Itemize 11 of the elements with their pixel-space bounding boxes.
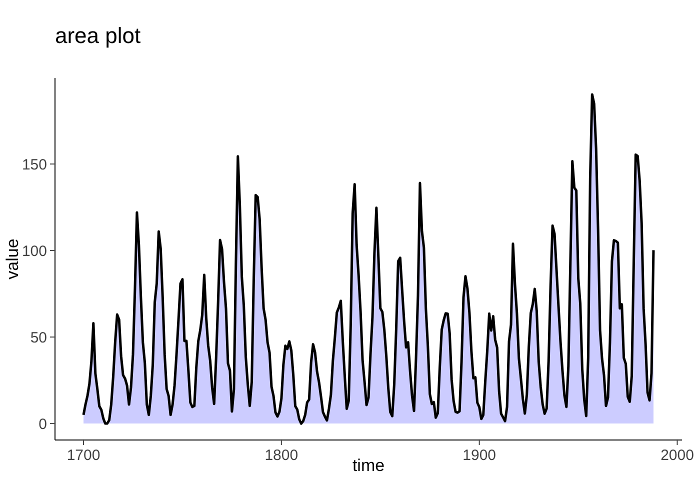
x-tick-label: 1700 — [66, 447, 100, 464]
x-tick-label: 1800 — [264, 447, 298, 464]
x-tick-label: 1900 — [462, 447, 496, 464]
y-tick-label: 100 — [22, 242, 47, 260]
chart-title: area plot — [55, 23, 141, 48]
y-tick-label: 150 — [22, 156, 47, 174]
y-tick-label: 50 — [30, 329, 47, 346]
x-axis-title: time — [352, 456, 385, 475]
x-tick-label: 2000 — [660, 447, 694, 464]
y-axis-title: value — [3, 238, 22, 280]
y-tick-label: 0 — [38, 416, 47, 433]
